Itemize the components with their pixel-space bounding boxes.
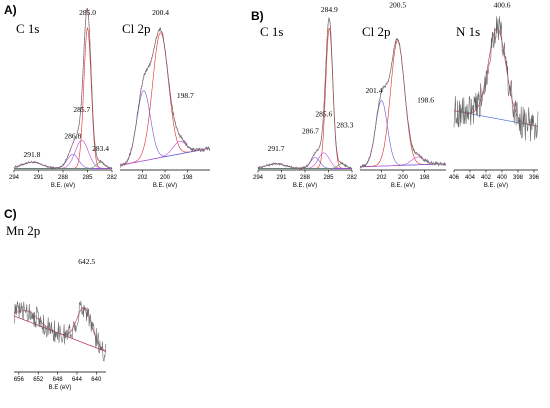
x-tick-label: 398	[513, 175, 524, 181]
xps-panel-2: Cl 2p 202 200 198 B.E. (eV) 200.4 198.7	[119, 8, 211, 189]
peak-annotation: 291.8	[24, 150, 41, 159]
x-tick-label: 291	[276, 175, 287, 181]
xps-panel-5: N 1s 406 404 402 400 398 396 B.E. (eV) 400.6	[449, 0, 540, 189]
x-tick-label: 200	[398, 175, 409, 181]
panel-title: C 1s	[16, 21, 39, 36]
peak-annotation: 286.7	[302, 127, 319, 136]
peak-annotation: 283.3	[337, 120, 354, 129]
x-tick-label: 288	[300, 175, 311, 181]
peak-annotation: 198.7	[177, 91, 194, 100]
x-tick-label: 200	[160, 175, 171, 181]
xps-panel-6: Mn 2p 656 652 648 644 640 B.E (eV) 642.5	[6, 223, 107, 391]
x-tick-label: 288	[58, 175, 69, 181]
peak-annotation: 285.0	[79, 8, 96, 17]
x-axis-label: B.E. (eV)	[51, 183, 75, 189]
x-tick-label: 198	[182, 175, 193, 181]
x-axis-label: B.E. (eV)	[293, 183, 317, 189]
panel-title: Mn 2p	[6, 223, 40, 238]
x-tick-label: 282	[347, 175, 358, 181]
peak-annotation: 200.5	[389, 0, 406, 9]
experimental-data-line	[359, 38, 447, 169]
peak-annotation: 400.6	[494, 0, 511, 9]
x-tick-label: 652	[33, 377, 44, 383]
experimental-data-line	[119, 27, 211, 168]
x-tick-label: 406	[449, 175, 460, 181]
peak-annotation: 291.7	[268, 144, 285, 153]
fit-component-line	[119, 32, 211, 166]
xps-panel-3: C 1s 294 291 288 285 282 B.E. (eV) 284.9 285.6 28…	[253, 5, 358, 189]
x-tick-label: 402	[481, 175, 492, 181]
x-tick-label: 648	[53, 377, 64, 383]
experimental-data-line	[257, 17, 353, 170]
panel-label-c: C)	[4, 207, 17, 221]
x-tick-label: 285	[323, 175, 334, 181]
peak-annotation: 642.5	[78, 257, 95, 266]
x-tick-label: 291	[33, 175, 44, 181]
fit-component-line	[359, 100, 446, 168]
x-tick-label: 656	[14, 377, 25, 383]
peak-annotation: 284.9	[321, 5, 338, 14]
fit-component-line	[119, 90, 211, 166]
x-tick-label: 202	[137, 175, 148, 181]
x-tick-label: 202	[376, 175, 387, 181]
x-tick-label: 400	[497, 175, 508, 181]
x-axis-label: B.E. (eV)	[484, 183, 508, 189]
x-tick-label: 404	[465, 175, 476, 181]
x-tick-label: 396	[529, 175, 540, 181]
peak-annotation: 283.4	[92, 144, 109, 153]
x-axis-label: B.E. (eV)	[153, 183, 177, 189]
peak-annotation: 200.4	[152, 8, 169, 17]
x-tick-label: 294	[253, 175, 264, 181]
panel-label-b: B)	[251, 9, 264, 23]
xps-panel-1: C 1s 294 291 288 285 282 B.E. (eV) 285.0 285.7 28…	[9, 7, 118, 189]
experimental-data-line	[453, 16, 539, 142]
x-tick-label: 282	[107, 175, 118, 181]
fit-component-line	[13, 310, 107, 352]
x-axis-label: B.E. (eV)	[391, 183, 415, 189]
peak-annotation: 201.4	[366, 86, 383, 95]
x-tick-label: 294	[9, 175, 20, 181]
peak-annotation: 198.6	[417, 95, 434, 104]
experimental-data-line	[13, 300, 107, 362]
panel-title: Cl 2p	[122, 21, 151, 36]
fit-component-line	[14, 161, 112, 169]
panel-title: N 1s	[456, 24, 480, 39]
xps-panel-4: Cl 2p 202 200 198 B.E. (eV) 200.5 201.4 198.6	[359, 0, 447, 189]
x-tick-label: 198	[419, 175, 430, 181]
panel-label-a: A)	[4, 3, 17, 17]
fit-component-line	[119, 141, 211, 166]
panel-title: Cl 2p	[362, 24, 391, 39]
peak-annotation: 285.7	[73, 105, 90, 114]
x-axis-label: B.E (eV)	[49, 385, 72, 391]
peak-annotation: 286.8	[64, 131, 81, 140]
experimental-data-line	[13, 7, 113, 170]
x-tick-label: 285	[82, 175, 93, 181]
panel-title: C 1s	[260, 24, 283, 39]
peak-annotation: 285.6	[315, 110, 332, 119]
x-tick-label: 644	[72, 377, 83, 383]
x-tick-label: 640	[91, 377, 102, 383]
